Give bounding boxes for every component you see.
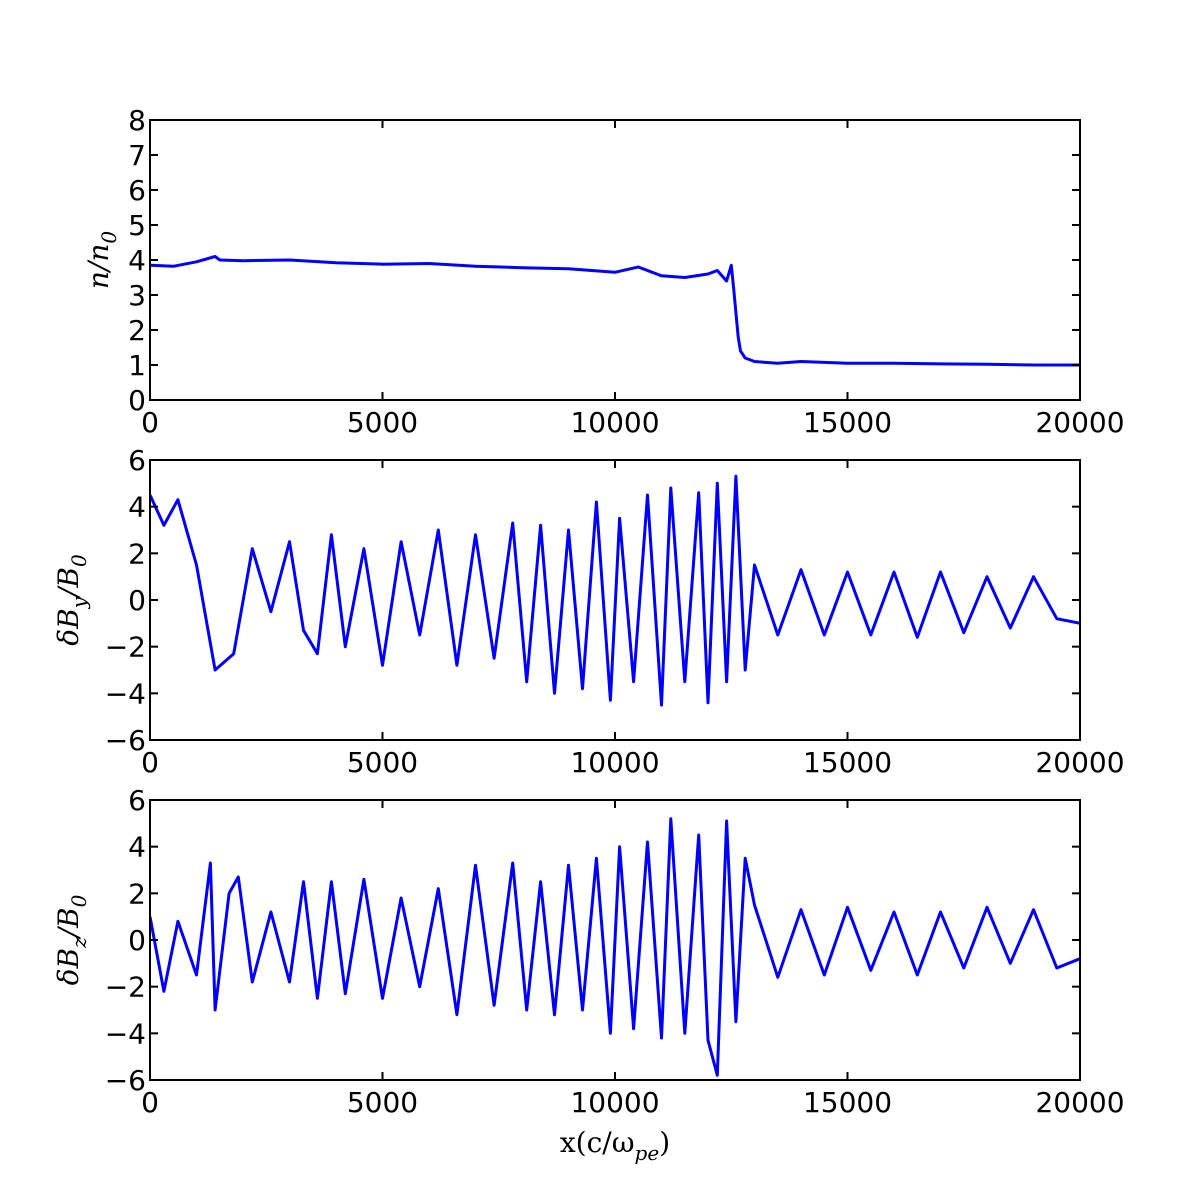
y-tick-label-dby: −6	[105, 724, 146, 757]
y-tick-label-dbz: −6	[105, 1064, 146, 1097]
y-tick-label-density: 2	[128, 314, 146, 347]
y-tick-label-dbz: −2	[105, 971, 146, 1004]
y-tick-label-dby: 6	[128, 444, 146, 477]
x-tick-label-dbz: 15000	[803, 1086, 892, 1119]
panel-dbz: 0 5000 10000 15000 20000 −6 −4 −2 0 2 4 6 δBz/B0	[52, 784, 1125, 1119]
x-tick-label-density: 20000	[1035, 406, 1124, 439]
y-tick-label-density: 7	[128, 139, 146, 172]
x-tick-label-dby: 20000	[1035, 746, 1124, 779]
x-tick-label-dbz: 5000	[347, 1086, 418, 1119]
y-axis-label-density: n/n0	[82, 231, 121, 290]
y-tick-label-density: 0	[128, 384, 146, 417]
series-line-dbz	[150, 817, 1080, 1077]
y-tick-label-dbz: 0	[128, 924, 146, 957]
y-tick-label-dbz: 4	[128, 831, 146, 864]
x-tick-label-dby: 5000	[347, 746, 418, 779]
y-tick-label-dbz: −4	[105, 1017, 146, 1050]
x-tick-label-dby: 15000	[803, 746, 892, 779]
x-tick-label-dby: 0	[141, 746, 159, 779]
x-tick-label-density: 5000	[347, 406, 418, 439]
y-tick-label-density: 3	[128, 279, 146, 312]
y-tick-label-density: 1	[128, 349, 146, 382]
y-tick-label-density: 8	[128, 104, 146, 137]
y-tick-label-density: 5	[128, 209, 146, 242]
x-tick-label-density: 0	[141, 406, 159, 439]
series-line-dby	[150, 474, 1080, 707]
y-tick-label-dby: 2	[128, 537, 146, 570]
x-axis-label: x(c/ωpe)	[560, 1126, 670, 1165]
y-tick-label-dby: −2	[105, 631, 146, 664]
series-line-density	[150, 255, 1080, 367]
y-tick-label-dby: 0	[128, 584, 146, 617]
y-axis-label-dby: δBy/B0	[52, 554, 91, 646]
y-tick-label-density: 6	[128, 174, 146, 207]
y-tick-label-dby: −4	[105, 677, 146, 710]
y-tick-label-density: 4	[128, 244, 146, 277]
x-tick-label-dbz: 0	[141, 1086, 159, 1119]
y-tick-label-dbz: 2	[128, 877, 146, 910]
x-tick-label-dbz: 10000	[570, 1086, 659, 1119]
panel-dby: 0 5000 10000 15000 20000 −6 −4 −2 0 2 4 6 δBy/B0	[52, 444, 1125, 779]
x-tick-label-density: 10000	[570, 406, 659, 439]
x-tick-label-dby: 10000	[570, 746, 659, 779]
x-tick-label-density: 15000	[803, 406, 892, 439]
y-tick-label-dbz: 6	[128, 784, 146, 817]
x-tick-label-dbz: 20000	[1035, 1086, 1124, 1119]
y-tick-label-dby: 4	[128, 491, 146, 524]
y-axis-label-dbz: δBz/B0	[52, 894, 91, 985]
